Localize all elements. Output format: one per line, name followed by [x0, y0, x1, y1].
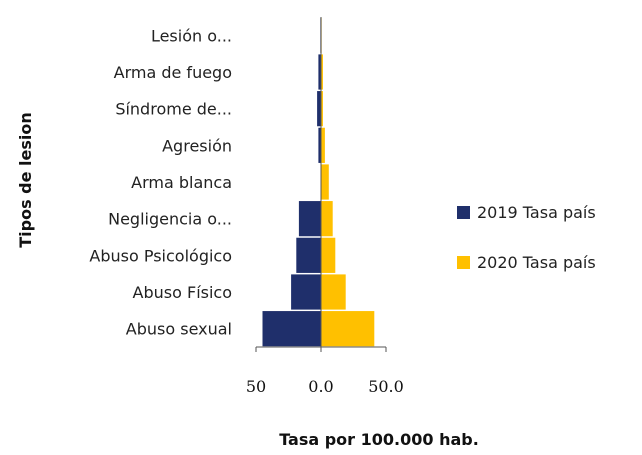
legend: 2019 Tasa país 2020 Tasa país — [457, 203, 596, 272]
category-label-0: Lesión o... — [151, 26, 232, 45]
bar-2020-2 — [321, 91, 323, 127]
bar-2019-5 — [298, 201, 321, 237]
category-label-1: Arma de fuego — [114, 63, 232, 82]
bar-2020-1 — [321, 54, 323, 90]
bar-2019-1 — [318, 54, 321, 90]
category-label-4: Arma blanca — [131, 173, 232, 192]
category-label-2: Síndrome de... — [115, 100, 232, 119]
x-axis-ticks — [255, 347, 387, 352]
bar-2019-8 — [262, 311, 321, 347]
series-2019-bars — [262, 17, 321, 347]
y-axis-title: Tipos de lesion — [16, 112, 35, 248]
legend-swatch-2020 — [457, 256, 470, 269]
category-label-7: Abuso Físico — [133, 283, 232, 302]
bar-2019-7 — [291, 274, 321, 310]
x-tick-label-0: 50 — [246, 377, 266, 396]
category-labels: Lesión o... Arma de fuego Síndrome de... Ag… — [89, 26, 232, 338]
legend-swatch-2019 — [457, 206, 470, 219]
x-tick-label-1: 0.0 — [308, 377, 333, 396]
series-2020-bars — [321, 17, 375, 347]
category-label-5: Negligencia o... — [108, 210, 232, 229]
category-label-3: Agresión — [162, 136, 232, 155]
category-label-8: Abuso sexual — [126, 320, 232, 339]
bar-2020-6 — [321, 237, 336, 273]
x-axis-title: Tasa por 100.000 hab. — [279, 430, 479, 449]
bar-2020-5 — [321, 201, 333, 237]
x-axis-tick-labels: 50 0.0 50.0 — [246, 377, 404, 396]
legend-label-2019: 2019 Tasa país — [477, 203, 596, 222]
x-tick-label-2: 50.0 — [368, 377, 404, 396]
bar-2020-8 — [321, 311, 375, 347]
legend-label-2020: 2020 Tasa país — [477, 253, 596, 272]
bar-2019-2 — [317, 91, 321, 127]
bar-2019-6 — [296, 237, 321, 273]
bar-2020-3 — [321, 127, 325, 163]
bar-2019-3 — [318, 127, 321, 163]
category-label-6: Abuso Psicológico — [89, 246, 232, 265]
bar-2020-4 — [321, 164, 329, 200]
bar-2020-7 — [321, 274, 346, 310]
